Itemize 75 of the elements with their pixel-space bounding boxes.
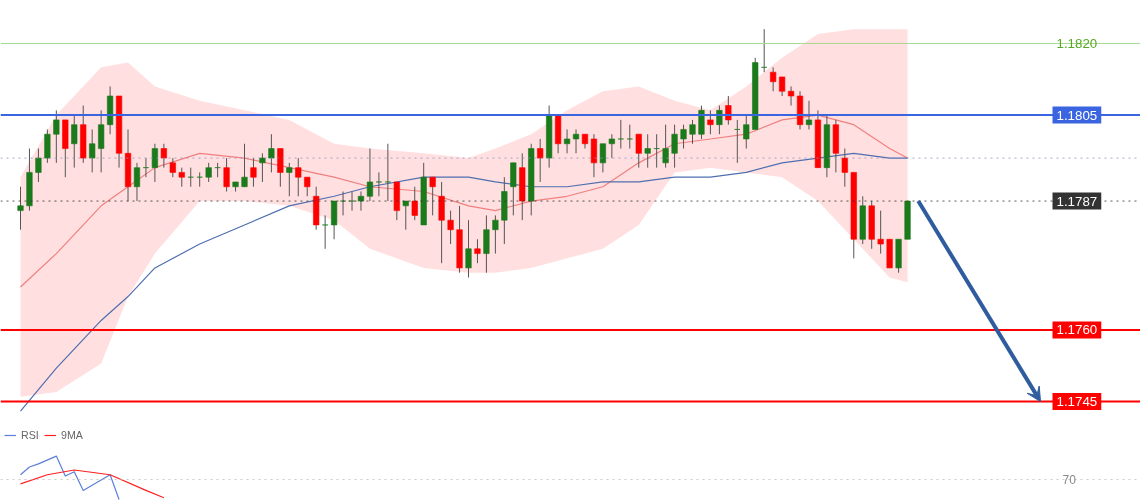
candlestick <box>348 191 356 212</box>
candlestick <box>429 176 436 216</box>
candlestick <box>617 119 624 150</box>
candlestick <box>402 200 409 231</box>
candlestick <box>178 167 185 188</box>
candlestick <box>662 124 669 169</box>
candlestick <box>295 157 302 197</box>
candlestick <box>44 128 51 164</box>
legend-label: 9MA <box>61 429 83 441</box>
candlestick <box>474 238 481 264</box>
y-tick-label: 1.1745 <box>1056 394 1098 410</box>
candlestick <box>331 200 338 240</box>
candlestick <box>98 109 105 173</box>
candlestick <box>707 109 714 135</box>
candlestick <box>169 157 176 178</box>
candlestick <box>17 186 24 231</box>
candlestick <box>259 152 266 183</box>
candlestick <box>71 114 78 169</box>
candlestick <box>492 214 499 255</box>
candlestick <box>689 119 696 145</box>
candlestick <box>133 162 141 202</box>
candlestick <box>805 100 813 130</box>
legend-label: RSI <box>21 429 40 441</box>
candlestick <box>384 143 391 202</box>
candlestick <box>787 85 795 107</box>
candlestick <box>151 143 158 183</box>
candlestick <box>339 191 347 216</box>
candlestick <box>590 133 598 178</box>
candlestick <box>304 176 311 197</box>
candlestick <box>160 143 167 169</box>
candlestick <box>572 128 580 154</box>
candlestick <box>483 214 490 274</box>
candlestick <box>626 124 633 150</box>
y-tick-label: 1.1787 <box>1056 193 1098 209</box>
candlestick <box>375 171 382 197</box>
candlestick <box>877 210 884 255</box>
candlestick <box>411 186 418 221</box>
candlestick <box>510 162 517 216</box>
candlestick <box>635 133 642 169</box>
candlestick <box>268 133 275 173</box>
line-series <box>19 114 909 288</box>
candlestick <box>608 133 615 159</box>
candlestick <box>698 105 705 140</box>
candlestick <box>779 76 786 97</box>
candlestick <box>322 214 329 250</box>
candlestick <box>770 66 777 92</box>
candlestick <box>841 148 848 188</box>
candlestick <box>447 210 454 245</box>
text: 70 <box>1062 473 1077 488</box>
y-tick-label: 1.1820 <box>1056 35 1098 51</box>
candlestick <box>725 95 732 126</box>
candlestick <box>53 109 60 164</box>
candlestick <box>644 133 651 169</box>
candlestick <box>743 114 750 150</box>
candlestick <box>223 157 230 193</box>
candlestick <box>205 162 212 183</box>
candlestick <box>241 143 248 188</box>
candlestick <box>89 128 96 173</box>
candlestick <box>465 219 472 278</box>
line-series <box>19 152 909 412</box>
candlestick <box>680 124 687 150</box>
candlestick <box>357 191 365 212</box>
candlestick <box>35 148 42 183</box>
y-tick-label: 1.1760 <box>1056 322 1098 338</box>
candlestick <box>250 157 257 188</box>
candlestick <box>277 148 284 188</box>
candlestick <box>438 181 445 264</box>
candlestick <box>671 124 678 169</box>
candlestick <box>366 148 374 202</box>
candlestick <box>563 128 571 154</box>
candlestick <box>537 138 544 183</box>
candlestick <box>286 162 293 197</box>
candlestick <box>599 143 606 173</box>
y-tick-label: 1.1805 <box>1056 107 1098 123</box>
candlestick <box>716 105 723 135</box>
